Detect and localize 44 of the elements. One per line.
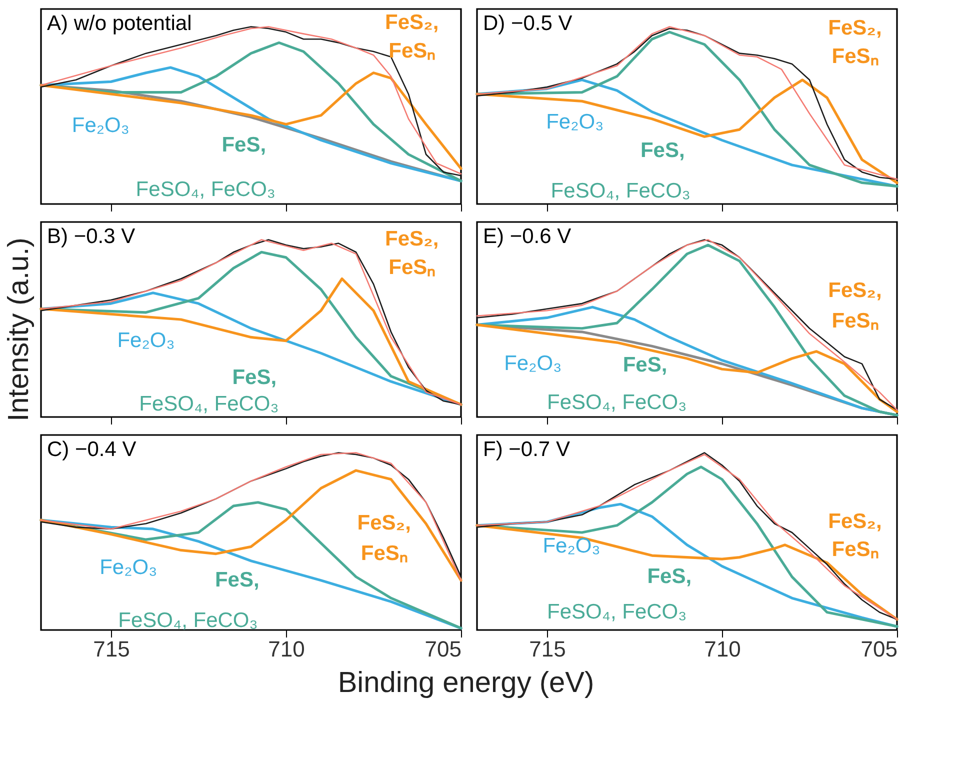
x-tick-label: 705 <box>424 636 462 662</box>
x-tick-label: 705 <box>860 636 898 662</box>
annotation: FeS, <box>622 354 668 377</box>
annotation: FeS₂, <box>385 11 439 34</box>
annotation: FeS, <box>222 134 266 156</box>
chart-title: B) −0.3 V <box>47 225 136 248</box>
annotation: FeSₙ <box>832 538 878 562</box>
annotation: FeSₙ <box>388 256 436 280</box>
annotation: FeS, <box>640 138 685 162</box>
annotation: Fe₂O₃ <box>72 114 130 137</box>
annotation: FeS₂, <box>828 279 882 302</box>
chart-title: D) −0.5 V <box>483 12 572 35</box>
annotation: FeSO₄, FeCO₃ <box>547 600 687 624</box>
chart-title: F) −0.7 V <box>483 438 570 461</box>
annotation: FeSO₄, FeCO₃ <box>118 609 258 632</box>
annotation: FeSO₄, FeCO₃ <box>550 180 690 203</box>
annotation: FeS₂, <box>385 228 439 251</box>
annotation: FeSₙ <box>388 40 436 63</box>
x-tick-label: 715 <box>93 636 130 662</box>
annotation: Fe₂O₃ <box>504 352 562 375</box>
annotation: FeS₂, <box>357 512 411 535</box>
annotation: FeSO₄, FeCO₃ <box>136 178 276 201</box>
annotation: Fe₂O₃ <box>542 534 600 558</box>
annotation: FeSO₄, FeCO₃ <box>547 390 687 414</box>
annotation: Fe₂O₃ <box>100 556 158 579</box>
chart-title: E) −0.6 V <box>483 225 572 248</box>
annotation: FeS₂, <box>828 510 882 533</box>
annotation: Fe₂O₃ <box>546 110 604 134</box>
chart-title: A) w/o potential <box>47 12 192 35</box>
chart-title: C) −0.4 V <box>47 438 136 461</box>
x-tick-label: 710 <box>268 636 305 662</box>
x-axis-title: Binding energy (eV) <box>338 667 594 699</box>
annotation: FeS, <box>232 366 277 389</box>
y-axis-title: Intensity (a.u.) <box>3 238 35 422</box>
x-tick-label: 710 <box>704 636 741 662</box>
x-tick-label: 715 <box>529 636 566 662</box>
annotation: FeSO₄, FeCO₃ <box>139 392 279 416</box>
annotation: FeS, <box>647 564 692 588</box>
annotation: FeS, <box>214 568 260 592</box>
annotation: FeSₙ <box>832 44 878 68</box>
annotation: FeSₙ <box>360 542 408 565</box>
annotation: Fe₂O₃ <box>117 328 175 352</box>
annotation: FeSₙ <box>832 309 878 332</box>
annotation: FeS₂, <box>828 16 882 40</box>
